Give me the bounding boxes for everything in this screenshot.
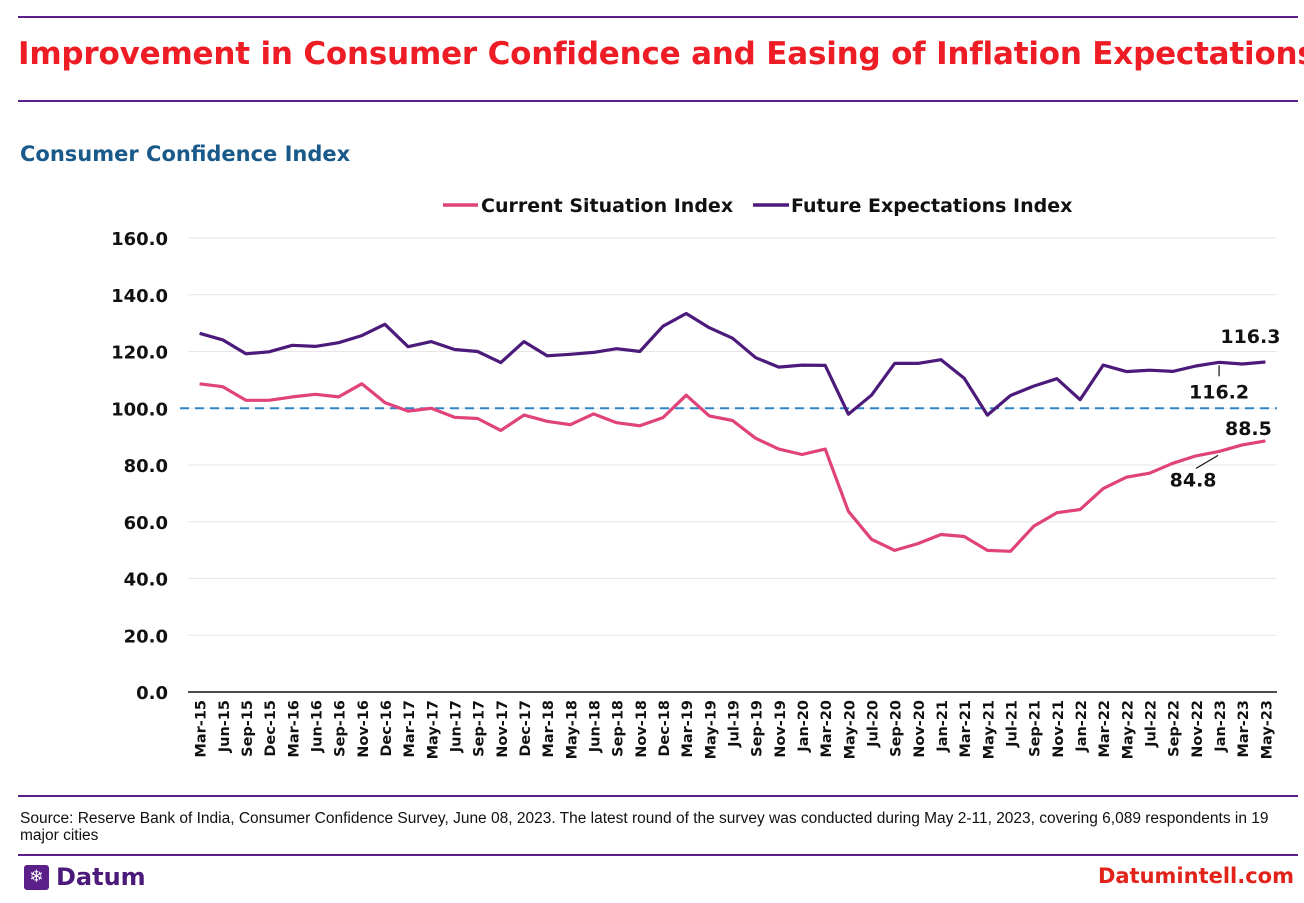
x-tick-label: Nov-19 <box>773 700 789 758</box>
data-label: 84.8 <box>1170 469 1217 491</box>
x-tick-label: Nov-18 <box>634 700 650 758</box>
x-tick-label: May-19 <box>703 700 719 759</box>
y-tick-label: 0.0 <box>136 683 168 704</box>
x-tick-label: Nov-21 <box>1051 700 1067 758</box>
chart-subtitle: Consumer Confidence Index <box>20 142 351 166</box>
y-tick-label: 120.0 <box>111 343 168 364</box>
source-rule <box>18 795 1298 797</box>
x-tick-label: May-17 <box>425 700 441 759</box>
data-label: 116.2 <box>1189 381 1249 403</box>
x-tick-label: Mar-17 <box>402 700 418 758</box>
brand-logo: ❄ Datum <box>24 863 146 891</box>
top-rule <box>18 16 1298 18</box>
y-tick-label: 40.0 <box>124 570 168 591</box>
x-tick-label: May-20 <box>842 700 858 759</box>
line-chart: 0.0 20.0 40.0 60.0 80.0 100.0 120.0 140.0 160.0 M… <box>111 195 1280 759</box>
x-tick-label: Nov-17 <box>495 700 511 758</box>
brand-name: Datum <box>56 863 146 891</box>
x-tick-label: Sep-17 <box>472 700 488 757</box>
x-tick-label: Mar-23 <box>1236 700 1252 758</box>
x-tick-label: Jan-20 <box>796 700 812 753</box>
x-tick-label: May-23 <box>1259 700 1275 759</box>
x-tick-label: Jul-21 <box>1005 700 1021 748</box>
x-tick-label: Jun-16 <box>309 700 325 753</box>
future-expectations-line <box>199 311 1266 417</box>
source-note: Source: Reserve Bank of India, Consumer … <box>20 810 1269 844</box>
x-tick-label: Nov-16 <box>356 700 372 758</box>
y-tick-label: 140.0 <box>111 286 168 307</box>
x-tick-label: Jul-19 <box>727 700 743 748</box>
x-tick-label: Mar-22 <box>1097 700 1113 758</box>
x-tick-label: Dec-15 <box>263 700 279 757</box>
current-situation-line <box>199 382 1266 553</box>
x-tick-label: Mar-18 <box>541 700 557 758</box>
x-tick-label: Jun-15 <box>217 700 233 753</box>
x-tick-label: Sep-20 <box>889 700 905 757</box>
page-title: Improvement in Consumer Confidence and E… <box>18 36 1304 72</box>
x-tick-label: Dec-17 <box>518 700 534 757</box>
x-tick-label: Nov-22 <box>1190 700 1206 758</box>
x-tick-label: Jan-21 <box>935 700 951 753</box>
x-tick-label: May-18 <box>564 700 580 759</box>
x-tick-label: Mar-19 <box>680 700 696 758</box>
x-tick-label: Mar-20 <box>819 700 835 758</box>
x-tick-label: Mar-15 <box>194 700 210 758</box>
data-label: 88.5 <box>1225 418 1272 440</box>
x-tick-label: Sep-21 <box>1028 700 1044 757</box>
x-tick-label: May-21 <box>981 700 997 759</box>
x-tick-label: May-22 <box>1120 700 1136 759</box>
legend-label-future: Future Expectations Index <box>791 195 1072 217</box>
x-tick-label: Jul-20 <box>866 700 882 748</box>
x-tick-label: Mar-16 <box>286 700 302 758</box>
x-tick-label: Jun-17 <box>448 700 464 753</box>
x-tick-label: Jun-18 <box>587 700 603 753</box>
x-tick-label: Dec-18 <box>657 700 673 757</box>
x-tick-label: Sep-16 <box>333 700 349 757</box>
x-tick-label: Sep-18 <box>611 700 627 757</box>
data-label-leader <box>1195 454 1219 469</box>
x-tick-label: Sep-15 <box>240 700 256 757</box>
x-tick-label: Jan-23 <box>1213 700 1229 753</box>
x-tick-label: Sep-22 <box>1167 700 1183 757</box>
y-tick-label: 160.0 <box>111 229 168 250</box>
data-label: 116.3 <box>1220 326 1280 348</box>
footer-rule <box>18 854 1298 856</box>
y-tick-label: 80.0 <box>124 456 168 477</box>
y-tick-label: 60.0 <box>124 513 168 534</box>
x-tick-label: Dec-16 <box>379 700 395 757</box>
website-link[interactable]: Datumintell.com <box>1097 864 1294 888</box>
x-tick-label: Nov-20 <box>912 700 928 758</box>
x-tick-label: Jan-22 <box>1074 700 1090 753</box>
x-tick-label: Sep-19 <box>750 700 766 757</box>
x-tick-label: Mar-21 <box>958 700 974 758</box>
title-rule <box>18 100 1298 102</box>
x-tick-label: Jul-22 <box>1144 700 1160 748</box>
y-tick-label: 20.0 <box>124 626 168 647</box>
legend-label-current: Current Situation Index <box>481 195 733 217</box>
datum-snowflake-icon: ❄ <box>24 864 49 890</box>
y-tick-label: 100.0 <box>111 399 168 420</box>
